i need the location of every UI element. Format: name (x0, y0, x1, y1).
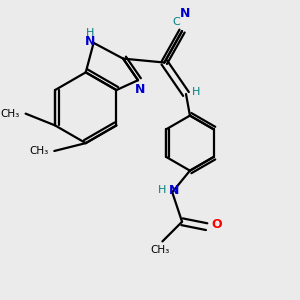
Text: O: O (211, 218, 222, 231)
Text: C: C (172, 17, 180, 27)
Text: N: N (169, 184, 179, 197)
Text: N: N (85, 35, 95, 48)
Text: H: H (192, 87, 200, 97)
Text: CH₃: CH₃ (151, 245, 170, 255)
Text: H: H (85, 28, 94, 38)
Text: CH₃: CH₃ (0, 109, 20, 118)
Text: N: N (180, 7, 190, 20)
Text: H: H (158, 185, 166, 195)
Text: N: N (135, 82, 145, 96)
Text: CH₃: CH₃ (29, 146, 48, 156)
